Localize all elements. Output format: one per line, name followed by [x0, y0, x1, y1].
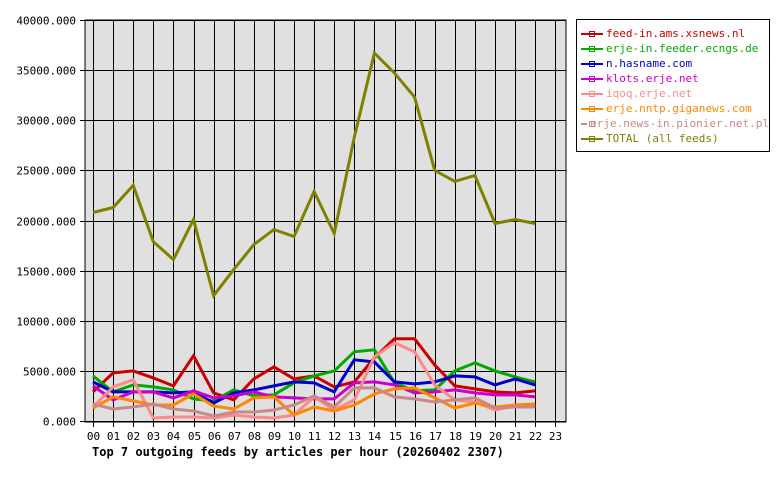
x-tick-label: 09 [268, 430, 281, 443]
x-tick-label: 13 [348, 430, 361, 443]
x-tick-label: 16 [409, 430, 422, 443]
x-tick-label: 22 [529, 430, 542, 443]
x-tick-label: 06 [208, 430, 221, 443]
x-tick-label: 20 [489, 430, 502, 443]
y-tick-label: 35000.000 [16, 65, 76, 78]
y-tick-label: 30000.000 [16, 115, 76, 128]
y-tick-label: 25000.000 [16, 165, 76, 178]
legend-label: erje.news-in.pionier.net.pl [590, 117, 769, 130]
legend-label: iqoq.erje.net [606, 87, 693, 100]
legend-item: erje.nntp.giganews.com [581, 101, 769, 116]
x-tick-label: 07 [228, 430, 241, 443]
x-tick-label: 18 [449, 430, 462, 443]
x-tick-label: 10 [288, 430, 301, 443]
legend-label: n.hasname.com [606, 57, 693, 70]
legend-item: iqoq.erje.net [581, 86, 769, 101]
series-line-5 [92, 386, 536, 417]
legend-item: erje-in.feeder.ecngs.de [581, 41, 769, 56]
x-tick-label: 17 [429, 430, 442, 443]
y-tick-label: 0.000 [43, 416, 76, 429]
x-tick-label: 21 [509, 430, 522, 443]
legend-label: TOTAL (all feeds) [606, 132, 719, 145]
x-tick-label: 02 [127, 430, 140, 443]
legend-swatch-icon [581, 29, 603, 39]
y-tick-label: 15000.000 [16, 266, 76, 279]
y-tick-label: 20000.000 [16, 216, 76, 229]
legend-swatch-icon [581, 89, 603, 99]
grid-lines [85, 20, 566, 422]
x-tick-label: 00 [87, 430, 100, 443]
legend-swatch-icon [581, 59, 603, 69]
x-tick-label: 11 [308, 430, 321, 443]
y-tick-label: 10000.000 [16, 316, 76, 329]
x-tick-label: 03 [147, 430, 160, 443]
legend-label: erje-in.feeder.ecngs.de [606, 42, 759, 55]
series-lines [91, 50, 536, 420]
x-tick-label: 23 [549, 430, 562, 443]
legend-item: n.hasname.com [581, 56, 769, 71]
series-line-1 [92, 348, 536, 403]
legend-item: TOTAL (all feeds) [581, 131, 769, 146]
legend-item: klots.erje.net [581, 71, 769, 86]
legend-label: erje.nntp.giganews.com [606, 102, 752, 115]
legend-item: feed-in.ams.xsnews.nl [581, 26, 769, 41]
y-tick-label: 5000.000 [23, 366, 76, 379]
y-axis: 0.000 5000.000 10000.000 15000.000 20000.000… [16, 15, 85, 429]
series-line-2 [92, 358, 536, 405]
x-axis: 00 01 02 03 04 05 06 07 08 09 10 11 12 13 14 15 16 17 18 19… [87, 422, 562, 443]
legend-swatch-icon [581, 74, 603, 84]
series-line-7 [92, 50, 536, 300]
legend-item: erje.news-in.pionier.net.pl [581, 116, 769, 131]
series-line-6 [92, 386, 536, 418]
legend-swatch-icon [581, 119, 595, 129]
x-tick-label: 19 [469, 430, 482, 443]
x-tick-label: 05 [188, 430, 201, 443]
x-tick-label: 15 [389, 430, 402, 443]
legend-swatch-icon [581, 44, 603, 54]
x-tick-label: 08 [248, 430, 261, 443]
legend: feed-in.ams.xsnews.nl erje-in.feeder.ecng… [576, 19, 770, 152]
x-tick-label: 12 [328, 430, 341, 443]
legend-swatch-icon [581, 104, 603, 114]
chart-title: Top 7 outgoing feeds by articles per hou… [92, 445, 504, 459]
y-tick-label: 40000.000 [16, 15, 76, 28]
legend-swatch-icon [581, 134, 603, 144]
legend-label: klots.erje.net [606, 72, 699, 85]
x-tick-label: 04 [167, 430, 181, 443]
x-tick-label: 01 [107, 430, 120, 443]
legend-label: feed-in.ams.xsnews.nl [606, 27, 746, 40]
x-tick-label: 14 [368, 430, 382, 443]
